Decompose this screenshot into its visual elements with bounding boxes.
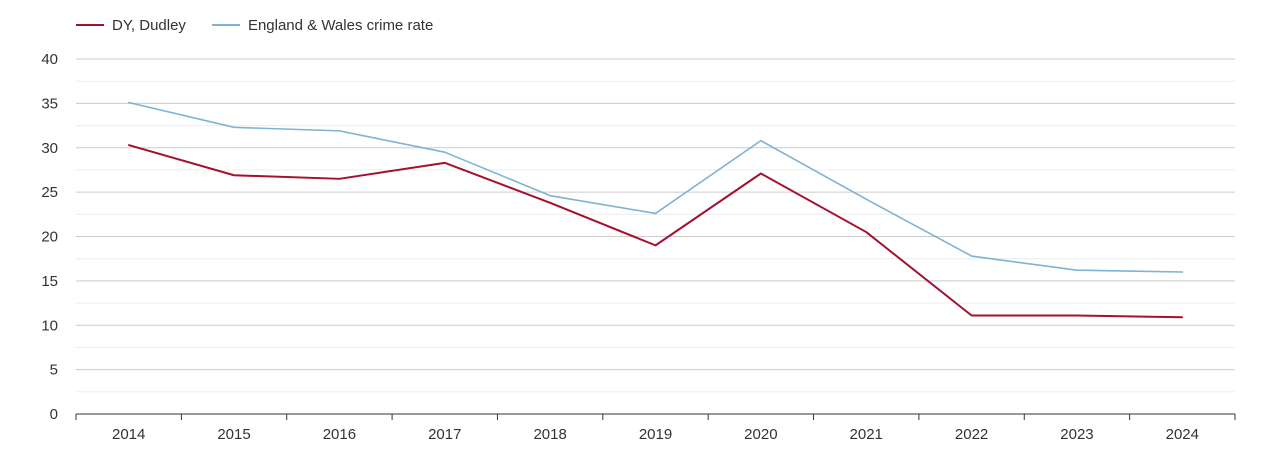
x-tick-label: 2018 (533, 426, 566, 443)
legend-item-dudley[interactable]: DY, Dudley (76, 17, 186, 34)
grid-layer (76, 58, 1235, 393)
data-point-dudley (443, 162, 446, 164)
data-point-dudley (1076, 314, 1078, 317)
y-tick-label: 0 (50, 406, 58, 423)
data-point-dudley (1181, 316, 1184, 319)
y-tick-label: 5 (50, 362, 58, 379)
data-point-england-wales (970, 255, 973, 257)
data-point-england-wales (338, 130, 341, 132)
data-point-england-wales (127, 101, 130, 104)
x-tick-label: 2024 (1166, 426, 1199, 443)
data-point-dudley (549, 201, 551, 204)
y-tick-label: 20 (41, 229, 58, 246)
y-tick-label: 35 (41, 95, 58, 112)
y-tick-label: 15 (41, 273, 58, 290)
data-point-england-wales (233, 126, 235, 129)
data-point-england-wales (549, 194, 551, 197)
data-point-england-wales (1181, 271, 1184, 273)
legend-label-dudley: DY, Dudley (112, 16, 186, 34)
y-tick-label: 25 (41, 184, 58, 201)
data-point-dudley (338, 178, 341, 180)
x-tick-label: 2017 (428, 426, 461, 443)
series-line-england-wales (128, 101, 1183, 273)
x-tick-label: 2014 (112, 426, 145, 443)
series-layer (127, 101, 1184, 319)
data-point-dudley (654, 244, 657, 247)
data-point-england-wales (443, 151, 446, 153)
y-tick-label: 10 (41, 317, 58, 334)
series-line-dudley (128, 144, 1183, 319)
data-point-dudley (970, 314, 973, 317)
legend-swatch-england-wales (211, 24, 240, 26)
legend-label-england-wales: England & Wales crime rate (247, 16, 434, 34)
y-tick-label: 40 (41, 51, 58, 68)
x-tick-label: 2021 (850, 426, 883, 443)
x-tick-label: 2019 (639, 426, 672, 443)
x-tick-label: 2020 (744, 426, 777, 443)
legend-swatch-dudley (76, 24, 104, 26)
data-point-england-wales (654, 212, 657, 215)
axis-layer: 0 5 10 15 20 25 30 35 40 2014 2015 2016 2017 2018 2019… (41, 51, 1236, 443)
data-point-england-wales (1076, 269, 1078, 272)
data-point-dudley (760, 172, 762, 175)
data-point-dudley (127, 144, 130, 146)
data-point-england-wales (760, 139, 762, 142)
x-tick-label: 2016 (323, 426, 356, 443)
x-tick-label: 2022 (955, 426, 988, 443)
legend-item-england-wales[interactable]: England & Wales crime rate (211, 16, 434, 34)
data-point-dudley (233, 174, 235, 177)
x-tick-label: 2023 (1060, 426, 1093, 443)
x-tick-label: 2015 (217, 426, 250, 443)
y-tick-label: 30 (41, 140, 58, 157)
legend: DY, Dudley England & Wales crime rate (76, 14, 459, 36)
data-point-england-wales (865, 198, 868, 201)
data-point-dudley (865, 231, 868, 233)
